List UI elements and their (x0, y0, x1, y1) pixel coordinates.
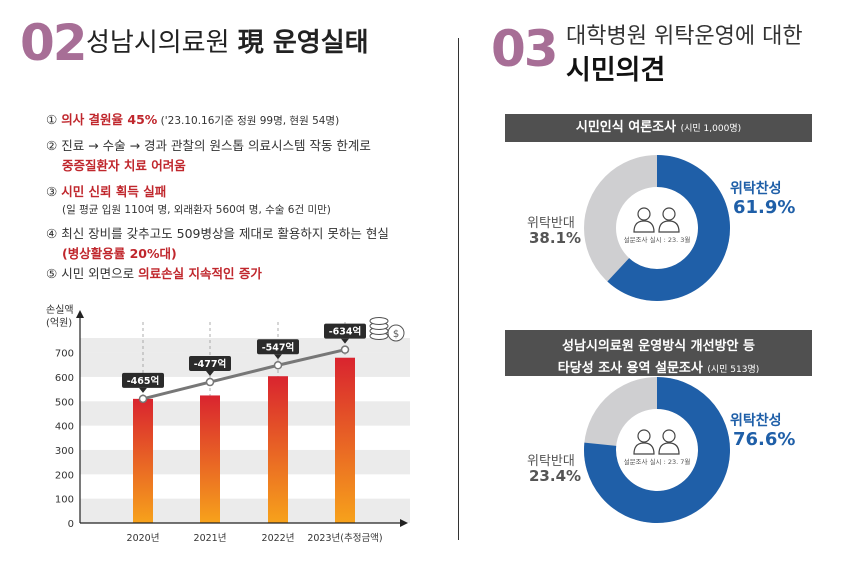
survey2-for-value: 76.6% (733, 429, 796, 450)
survey1-against-value: 38.1% (529, 229, 582, 247)
section-number-left: 02 (20, 14, 88, 72)
loss-label-box (257, 339, 299, 355)
list-item-1: ① 의사 결원율 45% ('23.10.16기준 정원 99명, 현원 54명… (46, 109, 339, 128)
item-highlight: 의사 결원율 45% (61, 112, 158, 127)
section-title-right-line2: 시민의견 (566, 55, 666, 86)
y-tick-label: 500 (55, 397, 74, 408)
survey2-against-label: 위탁반대 (527, 454, 575, 469)
survey2-banner: 성남시의료원 운영방식 개선방안 등 타당성 조사 용역 설문조사 (시민 51… (505, 330, 812, 376)
loss-label: -634억 (329, 326, 362, 338)
y-tick-label: 0 (68, 519, 74, 530)
survey2-banner-line2: 타당성 조사 용역 설문조사 (557, 361, 703, 376)
survey1-banner-text: 시민인식 여론조사 (575, 120, 677, 135)
survey2-for-label: 위탁찬성 (730, 413, 782, 429)
item-highlight: 의료손실 지속적인 증가 (138, 266, 262, 281)
item-text: ('23.10.16기준 정원 99명, 현원 54명) (157, 115, 340, 127)
list-item-4: ④ 최신 장비를 갖추고도 509병상을 제대로 활용하지 못하는 현실 (46, 223, 389, 242)
trend-point (205, 377, 215, 387)
item-text: 시민 외면으로 (61, 266, 139, 281)
people-icon (633, 429, 680, 455)
list-item-4-sub: (병상활용률 20%대) (62, 246, 177, 261)
bar (268, 376, 288, 523)
y-tick-label: 400 (55, 422, 74, 433)
survey2-banner-line2-wrap: 타당성 조사 용역 설문조사 (시민 513명) (505, 354, 812, 376)
trend-line (142, 348, 346, 401)
loss-label-pointer (274, 354, 282, 360)
item-marker: ③ (46, 184, 58, 199)
y-tick-label: 300 (55, 446, 74, 457)
bar (335, 357, 355, 523)
people-icon (633, 207, 680, 233)
x-tick-label: 2021년 (194, 533, 227, 544)
list-item-2-sub: 중증질환자 치료 어려움 (62, 158, 186, 173)
loss-label-box (324, 323, 366, 339)
list-item-3-sub: (일 평균 입원 110여 명, 외래환자 560여 명, 수술 6건 미만) (62, 204, 331, 216)
survey2-for-slice (584, 377, 730, 523)
survey2-against-value: 23.4% (529, 467, 582, 485)
survey1-banner-note: (시민 1,000명) (680, 124, 742, 134)
list-item-5: ⑤ 시민 외면으로 의료손실 지속적인 증가 (46, 263, 262, 282)
survey2-donut-chart: 설문조사 실시 : 23. 7월 (584, 377, 730, 523)
survey1-for-slice (607, 155, 730, 301)
column-divider (458, 38, 459, 540)
section-title-left: 성남시의료원 現 운영실태 (86, 30, 369, 56)
grid-band (80, 401, 410, 426)
loss-label-pointer (341, 338, 349, 344)
bar (133, 398, 153, 523)
x-tick-label: 2022년 (262, 533, 295, 544)
item-marker: ④ (46, 226, 58, 241)
survey1-center-note: 설문조사 실시 : 23. 3월 (624, 235, 691, 244)
y-tick-label: 100 (55, 495, 74, 506)
trend-point (340, 345, 350, 354)
trend-point (138, 394, 148, 404)
loss-label: -477억 (194, 358, 227, 370)
loss-label: -547억 (262, 341, 295, 353)
title-left-bold: 現 운영실태 (237, 28, 369, 58)
loss-label-pointer (206, 371, 214, 377)
list-item-3: ③ 시민 신뢰 획득 실패 (46, 181, 166, 200)
y-tick-label: 600 (55, 373, 74, 384)
section-title-right-line1: 대학병원 위탁운영에 대한 (566, 24, 803, 49)
survey2-banner-note: (시민 513명) (707, 365, 760, 375)
y-axis-label-line2: (억원) (46, 317, 72, 329)
x-tick-label: 2023년(추정금액) (307, 532, 382, 544)
item-marker: ② (46, 138, 58, 153)
section-number-right: 03 (491, 20, 559, 78)
survey2-center-note: 설문조사 실시 : 23. 7월 (624, 457, 691, 466)
loss-label-box (122, 372, 164, 388)
survey1-for-label: 위탁찬성 (730, 181, 782, 197)
y-axis-arrow (76, 310, 84, 318)
item-marker: ① (46, 112, 58, 127)
survey2-banner-line1: 성남시의료원 운영방식 개선방안 등 (562, 339, 755, 354)
survey1-for-value: 61.9% (733, 197, 796, 218)
title-left-plain: 성남시의료원 (86, 28, 238, 58)
loss-label-pointer (139, 387, 147, 393)
svg-text:$: $ (393, 329, 399, 340)
bar (200, 395, 220, 523)
x-tick-label: 2020년 (127, 533, 160, 544)
loss-label: -465억 (127, 375, 160, 387)
y-axis-label-line1: 손실액 (46, 304, 74, 316)
loss-bar-chart: 0 100 200 300 400 500 600 700 2020년 2021년 2022년 20… (46, 304, 410, 544)
loss-label-box (189, 356, 231, 372)
survey1-against-label: 위탁반대 (527, 216, 575, 231)
survey1-donut-chart: 설문조사 실시 : 23. 3월 (584, 155, 730, 301)
item-marker: ⑤ (46, 266, 58, 281)
x-axis-arrow (400, 519, 408, 527)
trend-point (273, 361, 283, 370)
y-tick-label: 700 (55, 349, 74, 360)
item-text: 진료 → 수술 → 경과 관찰의 원스톱 의료시스템 작동 한계로 (61, 138, 371, 153)
survey1-banner: 시민인식 여론조사 (시민 1,000명) (505, 114, 812, 142)
grid-band (80, 338, 410, 353)
grid-band (80, 498, 410, 523)
coins-icon: $ (369, 317, 405, 342)
y-tick-label: 200 (55, 470, 74, 481)
item-highlight: 시민 신뢰 획득 실패 (61, 184, 167, 199)
grid-band (80, 449, 410, 475)
list-item-2: ② 진료 → 수술 → 경과 관찰의 원스톱 의료시스템 작동 한계로 (46, 135, 371, 154)
item-text: 최신 장비를 갖추고도 509병상을 제대로 활용하지 못하는 현실 (61, 226, 389, 241)
